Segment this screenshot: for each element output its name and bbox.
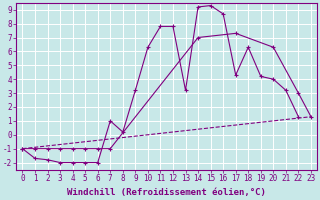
X-axis label: Windchill (Refroidissement éolien,°C): Windchill (Refroidissement éolien,°C)	[67, 188, 266, 197]
